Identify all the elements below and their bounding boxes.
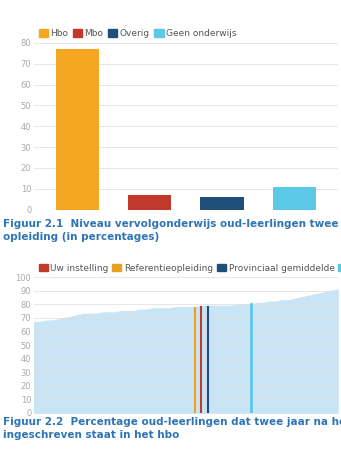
Bar <box>56 49 99 210</box>
Bar <box>200 197 244 210</box>
Text: Figuur 2.1  Niveau vervolgonderwijs oud-leerlingen twee jaar na verlaten
opleidi: Figuur 2.1 Niveau vervolgonderwijs oud-l… <box>3 219 341 242</box>
Bar <box>128 195 172 210</box>
Text: Figuur 2.2  Percentage oud-leerlingen dat twee jaar na het eindexamen
ingeschrev: Figuur 2.2 Percentage oud-leerlingen dat… <box>3 417 341 440</box>
Legend: Uw instelling, Referentieopleiding, Provinciaal gemiddelde, Landelijk gemiddelde: Uw instelling, Referentieopleiding, Prov… <box>39 264 341 273</box>
Legend: Hbo, Mbo, Overig, Geen onderwijs: Hbo, Mbo, Overig, Geen onderwijs <box>39 29 237 38</box>
Bar <box>272 187 316 210</box>
